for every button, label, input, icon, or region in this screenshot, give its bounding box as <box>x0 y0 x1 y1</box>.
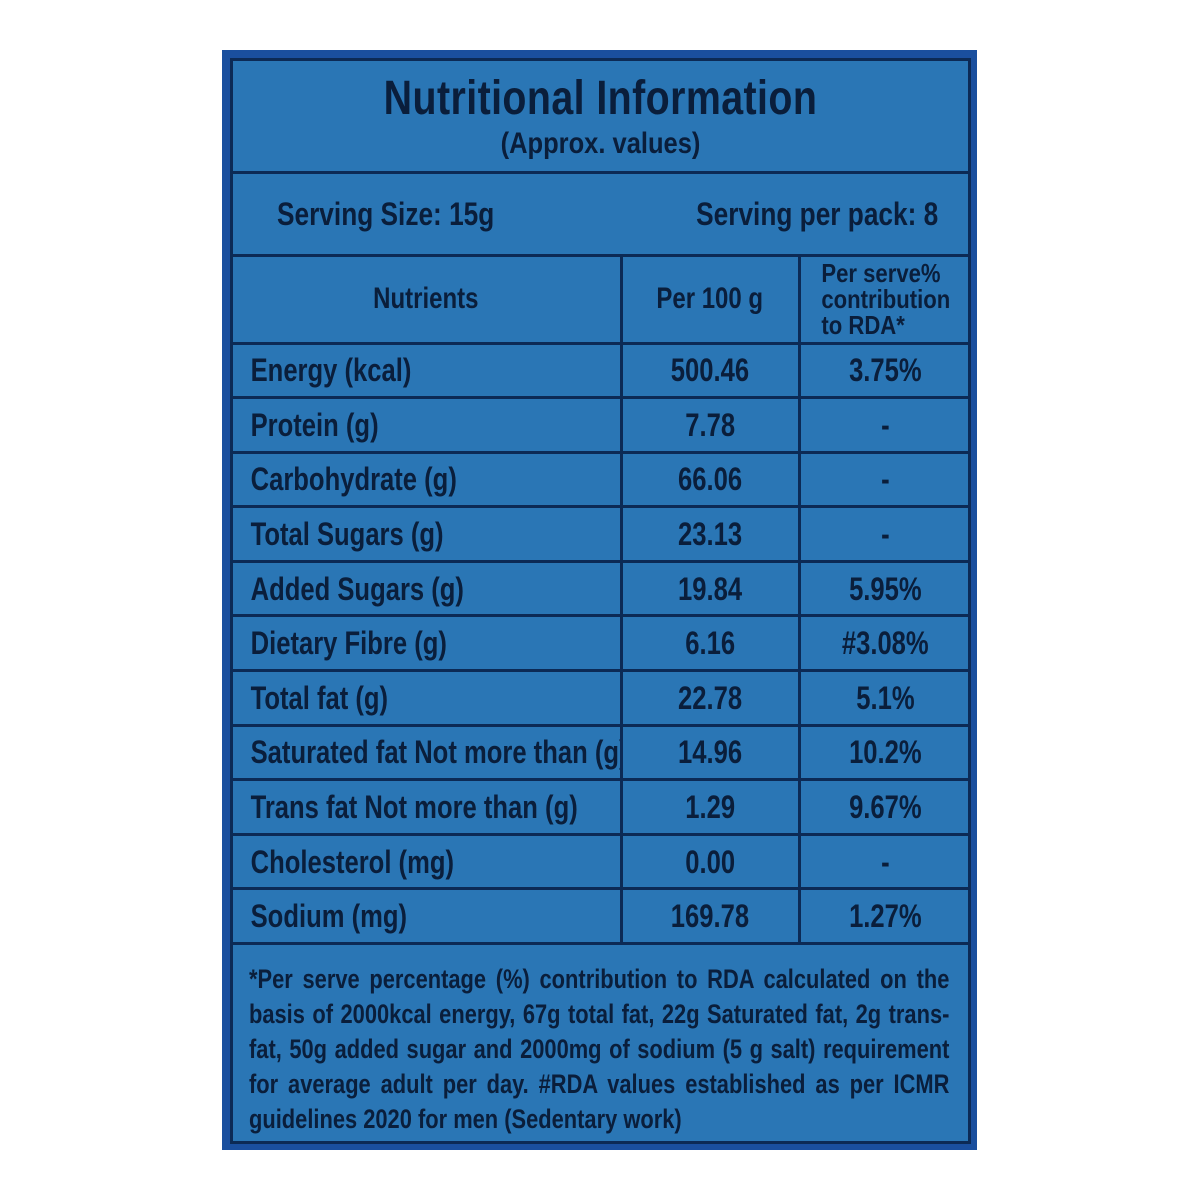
nutrition-label: Nutritional Information (Approx. values)… <box>230 58 971 1144</box>
rda-value-cell: #3.08% <box>797 614 971 673</box>
serving-size: Serving Size: 15g <box>277 196 495 232</box>
per-100g-value-cell: 0.00 <box>619 832 801 891</box>
per-100g-value-cell: 66.06 <box>619 450 801 509</box>
per-100g-value-cell: 19.84 <box>619 559 801 618</box>
nutrition-table: Nutrients Per 100 g Per serve% contribut… <box>233 257 971 946</box>
rda-value-cell: - <box>797 450 971 509</box>
per-100g-value: 22.78 <box>677 679 743 716</box>
table-row: Protein (g) 7.78 - <box>233 396 971 454</box>
rda-value: 1.27% <box>849 898 923 935</box>
rda-value-cell: 9.67% <box>797 778 971 836</box>
per-100g-value-cell: 169.78 <box>619 887 801 946</box>
per-100g-value: 19.84 <box>677 570 743 607</box>
rda-header-line-3: to RDA* <box>821 309 905 340</box>
rda-value: - <box>881 516 891 553</box>
nutrient-name-cell: Total Sugars (g) <box>233 505 623 563</box>
rda-value: #3.08% <box>842 625 930 662</box>
nutrient-name: Cholesterol (mg) <box>250 843 454 880</box>
per-100g-value-cell: 14.96 <box>619 723 801 782</box>
table-row: Added Sugars (g) 19.84 5.95% <box>233 559 971 618</box>
nutrient-name: Trans fat Not more than (g) <box>250 789 578 826</box>
nutrient-name-cell: Dietary Fibre (g) <box>233 614 623 673</box>
rda-value: 9.67% <box>849 789 923 826</box>
nutrient-name-cell: Trans fat Not more than (g) <box>233 778 623 836</box>
column-header-rda-label: Per serve% contribution to RDA* <box>821 260 950 338</box>
per-100g-value: 7.78 <box>685 406 735 443</box>
table-header-row: Nutrients Per 100 g Per serve% contribut… <box>233 257 971 345</box>
nutrient-name-cell: Total fat (g) <box>233 669 623 727</box>
rda-value: 5.1% <box>856 679 915 716</box>
nutrient-name-cell: Carbohydrate (g) <box>233 450 623 509</box>
nutrition-rows: Energy (kcal) 500.46 3.75% Protein (g) 7.78 -… <box>233 343 971 946</box>
table-row: Cholesterol (mg) 0.00 - <box>233 832 971 891</box>
rda-value: - <box>881 461 891 498</box>
per-100g-value: 6.16 <box>685 625 735 662</box>
rda-value-cell: - <box>797 505 971 563</box>
nutrient-name-cell: Protein (g) <box>233 396 623 454</box>
nutrient-name-cell: Sodium (mg) <box>233 887 623 946</box>
table-row: Total Sugars (g) 23.13 - <box>233 505 971 563</box>
rda-value: - <box>881 843 891 880</box>
table-row: Saturated fat Not more than (g) 14.96 10.2… <box>233 723 971 782</box>
per-100g-value-cell: 22.78 <box>619 669 801 727</box>
per-100g-value-cell: 7.78 <box>619 396 801 454</box>
nutrient-name: Saturated fat Not more than (g) <box>250 734 621 771</box>
rda-value-cell: 3.75% <box>797 343 971 400</box>
per-100g-value-cell: 1.29 <box>619 778 801 836</box>
serving-info-row: Serving Size: 15g Serving per pack: 8 <box>233 174 968 257</box>
rda-value: 5.95% <box>849 570 923 607</box>
rda-value-cell: 1.27% <box>797 887 971 946</box>
nutrient-name: Carbohydrate (g) <box>250 461 457 498</box>
label-subtitle: (Approx. values) <box>500 127 701 160</box>
per-100g-value: 66.06 <box>677 461 743 498</box>
footnote: *Per serve percentage (%) contribution t… <box>233 954 968 1141</box>
nutrient-name: Total fat (g) <box>250 679 389 716</box>
table-row: Sodium (mg) 169.78 1.27% <box>233 887 971 946</box>
per-100g-value: 1.29 <box>685 789 735 826</box>
column-header-per-100g-label: Per 100 g <box>656 282 764 316</box>
table-row: Dietary Fibre (g) 6.16 #3.08% <box>233 614 971 673</box>
rda-header-line-1: Per serve% <box>821 257 941 288</box>
rda-value-cell: 5.95% <box>797 559 971 618</box>
rda-value: 3.75% <box>849 352 923 389</box>
table-row: Total fat (g) 22.78 5.1% <box>233 669 971 727</box>
per-100g-value: 14.96 <box>677 734 743 771</box>
column-header-nutrients: Nutrients <box>233 257 623 345</box>
serving-per-pack: Serving per pack: 8 <box>695 196 938 232</box>
per-100g-value-cell: 500.46 <box>619 343 801 400</box>
rda-value-cell: - <box>797 832 971 891</box>
rda-value-cell: - <box>797 396 971 454</box>
nutrient-name-cell: Added Sugars (g) <box>233 559 623 618</box>
per-100g-value: 500.46 <box>670 352 750 389</box>
column-header-rda: Per serve% contribution to RDA* <box>797 257 971 345</box>
per-100g-value: 0.00 <box>685 843 735 880</box>
nutrient-name: Added Sugars (g) <box>250 570 464 607</box>
title-block: Nutritional Information (Approx. values) <box>233 61 968 174</box>
table-row: Trans fat Not more than (g) 1.29 9.67% <box>233 778 971 836</box>
nutrient-name: Energy (kcal) <box>250 352 412 389</box>
rda-value-cell: 10.2% <box>797 723 971 782</box>
per-100g-value-cell: 23.13 <box>619 505 801 563</box>
rda-value: 10.2% <box>849 734 923 771</box>
rda-header-line-2: contribution <box>821 283 951 314</box>
per-100g-value: 169.78 <box>670 898 750 935</box>
footnote-text: *Per serve percentage (%) contribution t… <box>249 964 950 1134</box>
nutrient-name: Protein (g) <box>250 406 379 443</box>
rda-value: - <box>881 406 891 443</box>
nutrient-name: Total Sugars (g) <box>250 516 444 553</box>
nutrient-name: Dietary Fibre (g) <box>250 625 447 662</box>
nutrition-label-panel: Nutritional Information (Approx. values)… <box>222 50 977 1150</box>
rda-value-cell: 5.1% <box>797 669 971 727</box>
table-row: Carbohydrate (g) 66.06 - <box>233 450 971 509</box>
nutrient-name-cell: Cholesterol (mg) <box>233 832 623 891</box>
column-header-per-100g: Per 100 g <box>619 257 801 345</box>
nutrient-name-cell: Saturated fat Not more than (g) <box>233 723 623 782</box>
per-100g-value-cell: 6.16 <box>619 614 801 673</box>
table-row: Energy (kcal) 500.46 3.75% <box>233 343 971 400</box>
column-header-nutrients-label: Nutrients <box>373 282 479 316</box>
label-title: Nutritional Information <box>383 72 818 125</box>
nutrient-name-cell: Energy (kcal) <box>233 343 623 400</box>
per-100g-value: 23.13 <box>677 516 743 553</box>
nutrient-name: Sodium (mg) <box>250 898 408 935</box>
